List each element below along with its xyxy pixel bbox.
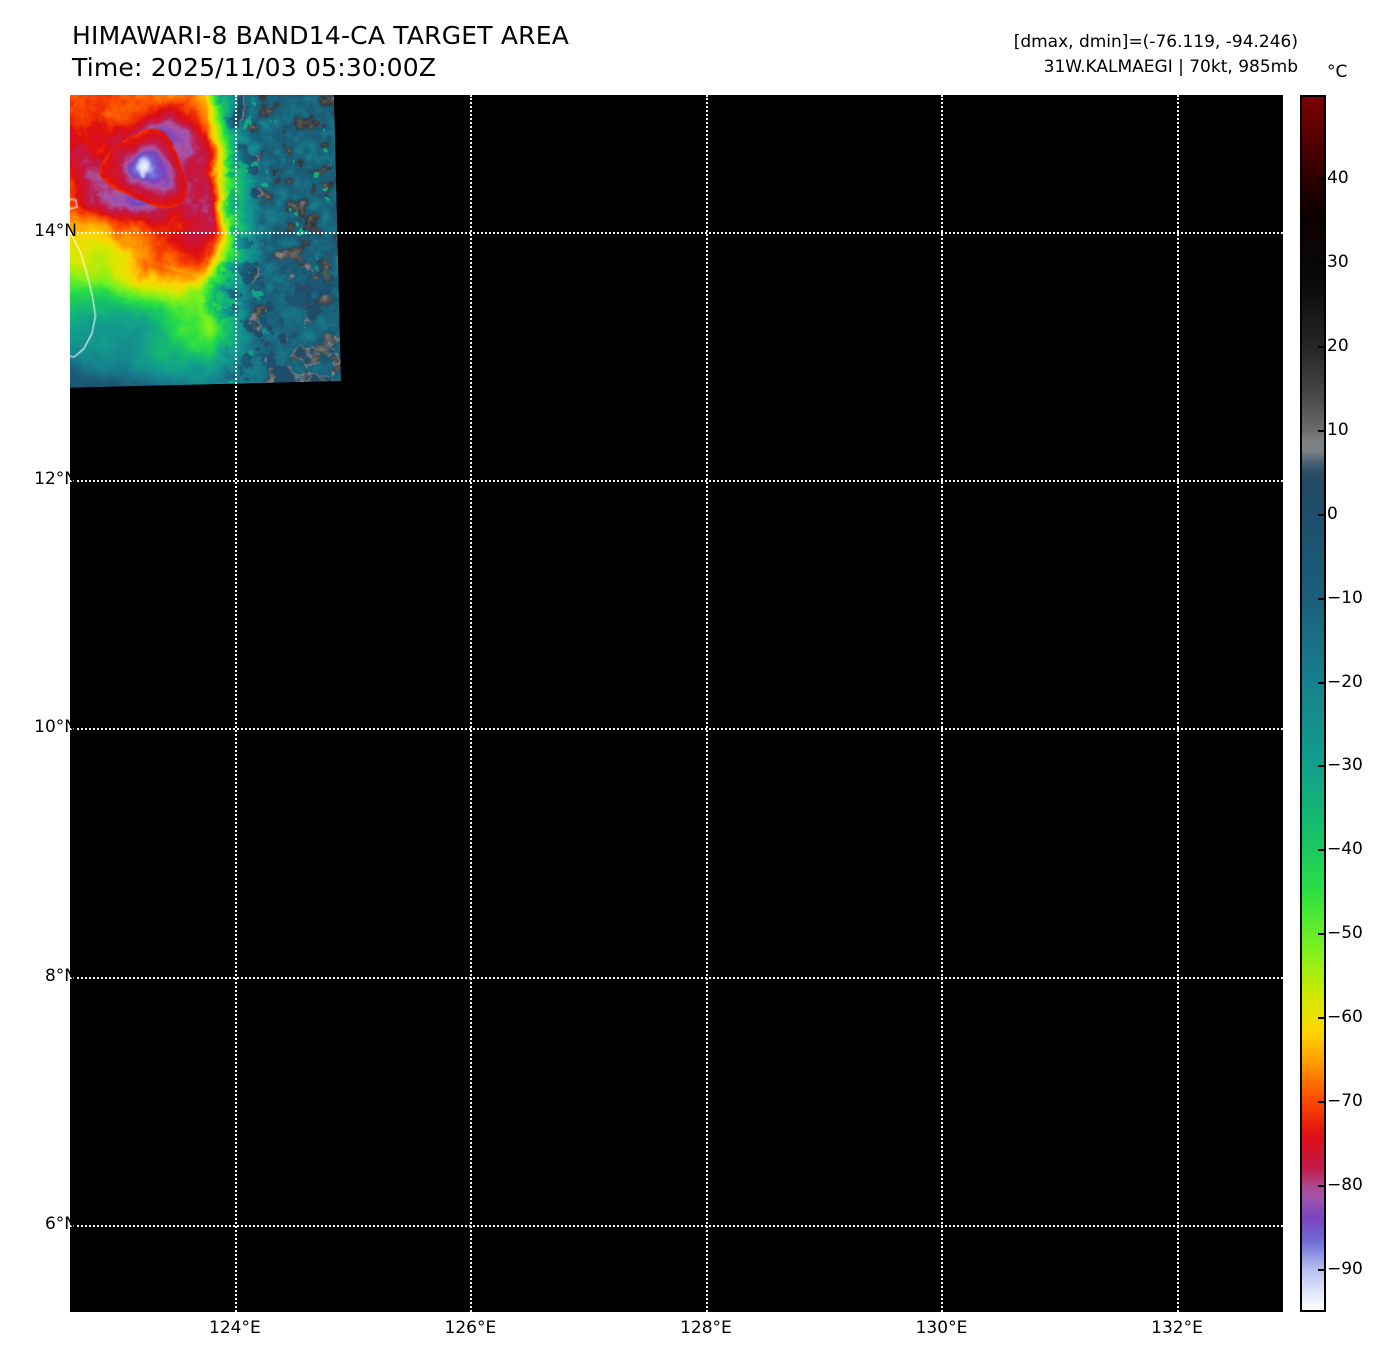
- colorbar-tick-mark: [1318, 597, 1326, 600]
- lat-tick-label: 8°N: [44, 965, 77, 986]
- lon-tick-label: 124°E: [209, 1318, 261, 1338]
- colorbar-tick-mark: [1318, 1269, 1326, 1272]
- colorbar-tick-label: 10: [1327, 419, 1349, 440]
- colorbar-tick-mark: [1318, 261, 1326, 264]
- colorbar-tick-label: 30: [1327, 251, 1349, 272]
- gridline-latitude: [70, 479, 1283, 482]
- colorbar-tick-label: −10: [1327, 587, 1363, 608]
- lon-tick-label: 132°E: [1151, 1318, 1203, 1338]
- page-title-block: HIMAWARI-8 BAND14-CA TARGET AREA Time: 2…: [72, 20, 569, 84]
- colorbar-tick-label: −40: [1327, 839, 1363, 860]
- colorbar-tick-mark: [1318, 513, 1326, 516]
- colorbar-tick-label: 0: [1327, 503, 1338, 524]
- dmax-dmin-label: [dmax, dmin]=(-76.119, -94.246): [1013, 32, 1298, 52]
- header-info-block: [dmax, dmin]=(-76.119, -94.246) 31W.KALM…: [1014, 30, 1298, 80]
- colorbar-tick-mark: [1318, 933, 1326, 936]
- gridline-longitude: [1177, 95, 1179, 1312]
- lat-tick-label: 6°N: [44, 1214, 77, 1235]
- colorbar-tick-label: −50: [1327, 923, 1363, 944]
- colorbar-tick-mark: [1318, 177, 1326, 180]
- lat-tick-label: 12°N: [34, 468, 77, 489]
- colorbar-tick-label: −60: [1327, 1007, 1363, 1028]
- storm-info-label: 31W.KALMAEGI | 70kt, 985mb: [1043, 57, 1298, 77]
- colorbar-tick-mark: [1318, 345, 1326, 348]
- colorbar-tick-mark: [1318, 681, 1326, 684]
- colorbar-tick-mark: [1318, 1017, 1326, 1020]
- gridline-latitude: [70, 976, 1283, 979]
- satellite-infrared-raster: [70, 95, 1283, 1312]
- page-timestamp: Time: 2025/11/03 05:30:00Z: [72, 53, 437, 82]
- colorbar-tick-label: −80: [1327, 1175, 1363, 1196]
- colorbar-tick-label: 20: [1327, 335, 1349, 356]
- gridline-longitude: [234, 95, 237, 1312]
- colorbar-tick-label: −70: [1327, 1091, 1363, 1112]
- colorbar-tick-label: −30: [1327, 755, 1363, 776]
- colorbar-tick-mark: [1318, 849, 1326, 852]
- lon-tick-label: 130°E: [915, 1318, 968, 1338]
- gridline-latitude: [70, 1225, 1283, 1228]
- lon-tick-label: 126°E: [444, 1318, 497, 1338]
- philippines-coastline-overlay: [70, 95, 341, 392]
- colorbar-tick-label: −20: [1327, 671, 1363, 692]
- lon-tick-label: 128°E: [680, 1318, 732, 1338]
- colorbar-tick-mark: [1318, 429, 1326, 432]
- page-title: HIMAWARI-8 BAND14-CA TARGET AREA: [72, 21, 570, 50]
- lat-tick-label: 14°N: [34, 220, 77, 241]
- colorbar-gradient: [1302, 97, 1324, 1310]
- gridline-longitude: [470, 95, 473, 1312]
- colorbar-tick-label: 40: [1327, 167, 1349, 188]
- gridline-latitude: [70, 231, 1283, 234]
- gridline-latitude: [70, 728, 1283, 731]
- colorbar-unit-label: °C: [1327, 62, 1348, 82]
- colorbar-tick-mark: [1318, 1185, 1326, 1188]
- gridline-longitude: [705, 95, 708, 1312]
- satellite-image-plot[interactable]: Copyright © 2020-2025 Dapiya☁: [70, 95, 1283, 1312]
- colorbar-tick-label: −90: [1327, 1259, 1363, 1280]
- colorbar-tick-mark: [1318, 765, 1326, 768]
- gridline-longitude: [941, 95, 944, 1312]
- colorbar-tick-mark: [1318, 1101, 1326, 1104]
- lat-tick-label: 10°N: [34, 717, 77, 738]
- temperature-colorbar: [1300, 95, 1326, 1312]
